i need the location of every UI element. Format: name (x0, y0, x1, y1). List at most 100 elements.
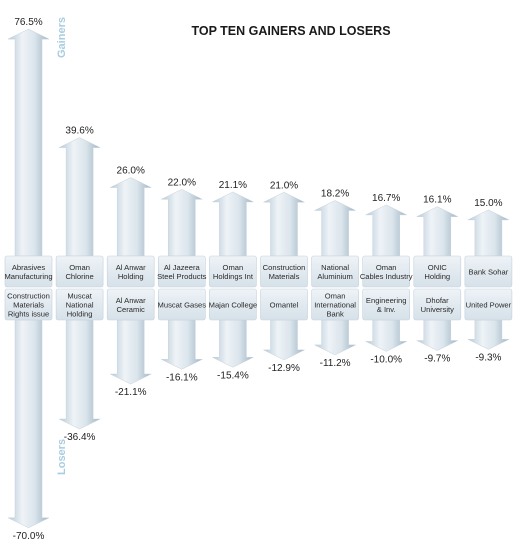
loser-value-label: -16.1% (166, 372, 198, 383)
gainer-name-box (464, 255, 513, 288)
loser-arrow (263, 319, 305, 361)
loser-name-box (209, 288, 257, 321)
loser-name-box (413, 288, 462, 321)
gainer-name-text: Cables Industry (360, 272, 413, 281)
gainer-value-label: 21.1% (219, 180, 247, 191)
loser-name-group: United Power (464, 288, 513, 321)
gainer-name-text: Manufacturing (4, 272, 52, 281)
gainer-name-text: Holding (118, 272, 144, 281)
gainer-arrow (58, 137, 101, 257)
gainer-name-text: Holdings Int (213, 272, 254, 281)
gainer-name-text: ONIC (428, 263, 448, 272)
loser-arrow (58, 319, 101, 430)
loser-name-box (362, 288, 411, 321)
gainer-name-text: Construction (263, 263, 306, 272)
gainer-value-label: 26.0% (117, 166, 145, 177)
loser-name-text: Muscat (67, 292, 92, 301)
loser-name-text: Rights issue (8, 310, 49, 319)
loser-name-group: Engineering& Inv. (362, 288, 411, 321)
loser-name-text: Oman (325, 292, 346, 301)
gainer-arrow (467, 209, 510, 257)
gainer-name-text: Abrasives (12, 263, 46, 272)
loser-name-text: Materials (13, 301, 44, 310)
loser-name-text: National (66, 301, 94, 310)
loser-name-text: International (314, 301, 356, 310)
chart-title: TOP TEN GAINERS AND LOSERS (191, 24, 390, 38)
gainer-name-text: Al Jazeera (164, 263, 201, 272)
loser-value-label: -12.9% (268, 363, 300, 374)
loser-name-box (106, 288, 155, 321)
loser-name-group: Omantel (260, 288, 308, 321)
loser-arrow (314, 319, 356, 356)
gainer-arrow (365, 204, 407, 257)
gainer-name-box (260, 255, 308, 288)
loser-name-text: Bank (326, 310, 344, 319)
gainer-name-text: Oman (69, 263, 90, 272)
gainer-value-label: 16.7% (372, 193, 400, 204)
gainer-name-text: Al Anwar (116, 263, 146, 272)
gainer-arrow (263, 191, 305, 257)
gainer-arrow (161, 189, 203, 257)
gainer-name-text: Steel Products (157, 272, 207, 281)
gainer-value-label: 16.1% (423, 195, 451, 206)
loser-name-box (260, 288, 308, 321)
loser-name-box (464, 288, 513, 321)
gainer-name-box (106, 255, 155, 288)
loser-value-label: -9.3% (475, 352, 501, 363)
loser-name-text: University (421, 305, 455, 314)
gainer-arrow (212, 191, 254, 257)
loser-arrow (7, 319, 50, 529)
gainer-value-label: 76.5% (14, 17, 42, 28)
loser-arrow (110, 319, 152, 385)
gainer-arrow (416, 206, 458, 257)
loser-arrow (365, 319, 407, 352)
gainer-name-text: Holding (424, 272, 450, 281)
loser-arrow (212, 319, 254, 368)
gainer-name-text: Aluminium (317, 272, 352, 281)
gainer-arrow (110, 177, 152, 257)
loser-name-text: Ceramic (117, 305, 145, 314)
loser-name-text: United Power (466, 301, 512, 310)
gainer-value-label: 15.0% (474, 198, 502, 209)
loser-name-text: Engineering (366, 296, 407, 305)
gainer-name-text: Oman (376, 263, 397, 272)
loser-name-box (55, 288, 104, 321)
loser-value-label: -36.4% (64, 432, 96, 443)
loser-arrow (161, 319, 203, 370)
gainer-name-box (158, 255, 206, 288)
gainer-value-label: 39.6% (65, 126, 93, 137)
gainer-name-box (209, 255, 257, 288)
loser-value-label: -21.1% (115, 387, 147, 398)
gainer-name-text: Oman (223, 263, 244, 272)
loser-name-text: Holding (67, 310, 93, 319)
gainer-value-label: 21.0% (270, 180, 298, 191)
gainer-name-text: Bank Sohar (469, 268, 509, 277)
gainer-name-box (311, 255, 359, 288)
loser-name-box (158, 288, 206, 321)
loser-name-text: Al Anwar (116, 296, 146, 305)
loser-name-text: Construction (7, 292, 50, 301)
loser-name-text: & Inv. (377, 305, 396, 314)
loser-name-group: Majan College (209, 288, 258, 321)
gainer-name-box (413, 255, 462, 288)
loser-value-label: -15.4% (217, 370, 249, 381)
gainer-name-box (55, 255, 104, 288)
loser-name-text: Muscat Gases (158, 301, 207, 310)
losers-label: Losers (56, 439, 68, 475)
gainer-arrow (314, 200, 356, 257)
gainer-name-text: Chlorine (65, 272, 93, 281)
gainer-name-text: Materials (269, 272, 300, 281)
loser-name-text: Majan College (209, 301, 258, 310)
gainer-name-text: National (321, 263, 349, 272)
